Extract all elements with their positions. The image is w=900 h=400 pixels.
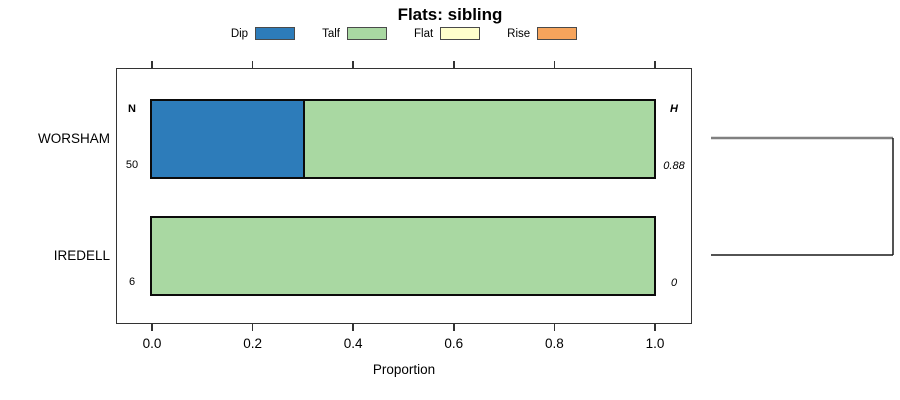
x-axis-top-tick (553, 61, 556, 68)
h-column-header: H (670, 103, 678, 115)
x-axis-bottom-tick (251, 324, 254, 331)
bar-segment-dip (152, 101, 303, 177)
x-axis-bottom-tick (453, 324, 455, 331)
chart-title: Flats: sibling (397, 5, 503, 24)
legend-swatch-talf (346, 27, 387, 40)
x-axis-tick-label: 0.8 (545, 336, 564, 351)
bar-row-iredell (150, 216, 656, 296)
legend-item-talf: Talf (322, 27, 387, 40)
n-value: 6 (128, 276, 136, 288)
x-axis-bottom-tick (654, 324, 656, 331)
legend-item-flat: Flat (413, 27, 481, 40)
x-axis-bottom-tick (352, 324, 354, 331)
x-axis-top-tick (453, 61, 455, 68)
x-axis-bottom-tick (151, 324, 153, 331)
x-axis-top-tick (352, 61, 354, 68)
x-axis-top-tick (251, 61, 254, 68)
x-axis-tick-label: 0.2 (243, 336, 262, 351)
legend-swatch-flat (440, 27, 481, 40)
x-axis-top-tick (654, 61, 656, 68)
x-axis-tick-label: 0.6 (444, 336, 464, 351)
legend-swatch-rise (537, 27, 578, 40)
x-axis-top-tick (151, 61, 153, 68)
legend-item-rise: Rise (507, 27, 578, 40)
legend-label: Flat (413, 27, 434, 40)
h-value: 0.88 (663, 160, 685, 172)
h-value: 0 (670, 277, 678, 289)
n-column-header: N (128, 103, 136, 115)
bar-segment-talf (152, 218, 654, 294)
legend-label: Talf (322, 27, 340, 40)
dendrogram-bracket (711, 136, 894, 256)
bar-segment-talf (302, 101, 654, 177)
x-axis-tick-label: 1.0 (645, 336, 665, 351)
category-label-worsham: WORSHAM (38, 131, 110, 146)
legend-label: Rise (507, 27, 531, 40)
legend-swatch-dip (255, 27, 296, 40)
n-value: 50 (125, 159, 139, 171)
x-axis-label: Proportion (372, 362, 436, 377)
legend-item-dip: Dip (230, 27, 296, 40)
x-axis-tick-label: 0.4 (343, 336, 363, 351)
category-label-iredell: IREDELL (53, 248, 110, 263)
x-axis-bottom-tick (553, 324, 556, 331)
bar-row-worsham (150, 99, 656, 179)
legend: Dip Talf Flat Rise (116, 27, 692, 40)
legend-label: Dip (230, 27, 249, 40)
x-axis-tick-label: 0.0 (142, 336, 162, 351)
